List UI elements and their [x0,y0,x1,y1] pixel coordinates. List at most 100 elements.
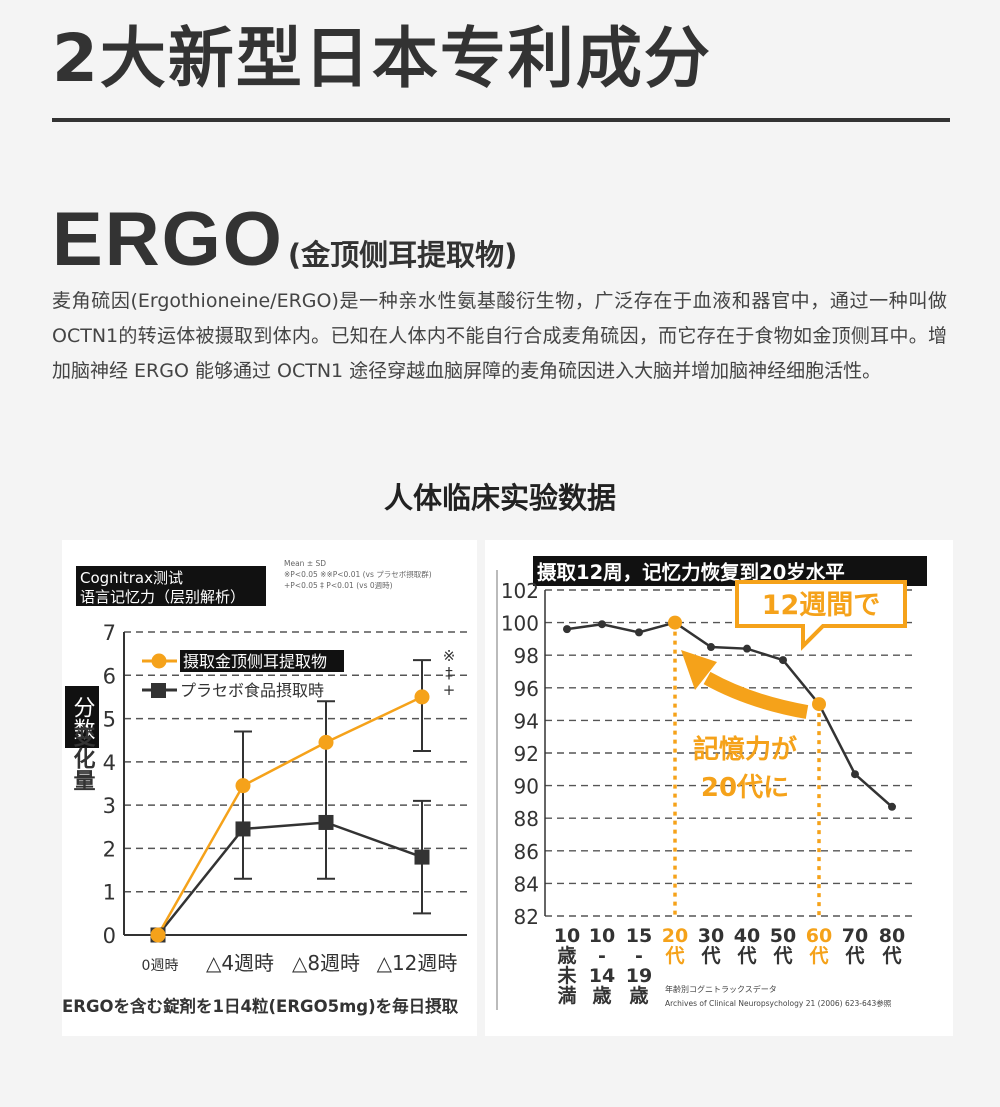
x-tick-label: 60 [806,925,832,947]
y-label-top: 分数 [70,696,96,740]
callout-text: 12週間で [762,590,881,621]
data-point-placebo [318,814,334,830]
y-tick-label: 7 [103,621,116,645]
y-tick-label: 3 [103,794,116,818]
x-tick-label: - [635,945,643,967]
stats-note-line: +P<0.05 ‡ P<0.01 (vs 0週時) [284,581,393,590]
source-line-1: 年齢別コグニトラックスデータ [665,984,777,994]
memory-change-chart: Cognitrax测试 语言记忆力（层别解析） Mean ± SD ※P<0.05 ※… [62,540,477,1036]
x-tick-label: 代 [700,945,720,967]
x-tick-label: 14 [589,965,615,987]
x-tick-label: △12週時 [377,951,458,975]
x-tick-label: 満 [557,985,576,1007]
legend-label-box [180,650,344,672]
y-tick-label: 0 [103,924,116,948]
x-tick-label: 70 [842,925,868,947]
chart-title-box [76,566,266,606]
y-tick-label: 88 [514,807,539,831]
series-line-ergo [156,695,423,936]
data-point-ergo [235,778,251,794]
x-tick-label: 15 [626,925,652,947]
curved-arrow-body [703,671,809,719]
title-divider [52,118,950,122]
callout-bubble [735,580,907,651]
data-point [635,628,643,637]
data-point [851,770,859,779]
y-tick-label: 86 [514,840,539,864]
y-tick-label: 98 [514,644,539,668]
x-tick-label: △4週時 [206,951,274,975]
age-memory-chart: 摄取12周，记忆力恢复到20岁水平 82 84 86 88 90 92 94 96 98 100 10… [485,540,953,1036]
x-tick-label: 30 [698,925,724,947]
y-tick-label: 96 [514,677,539,701]
x-tick-label: 歳 [557,945,576,967]
y-tick-label: 5 [103,708,116,732]
legend-label-placebo: プラセボ食品摂取時 [180,681,324,700]
data-point [779,656,787,665]
stats-note-line: ※P<0.05 ※※P<0.01 (vs プラセボ摂取群) [284,569,432,579]
x-tick-label: 代 [881,945,901,967]
x-tick-label: 代 [844,945,864,967]
ergo-description: 麦角硫因(Ergothioneine/ERGO)是一种亲水性氨基酸衍生物，广泛存… [52,290,947,382]
significance-mark: ‡ [445,664,453,682]
y-label-box [65,686,99,748]
series-line-placebo [157,821,423,936]
data-point-placebo [414,849,430,865]
x-tick-label: 歳 [629,985,648,1007]
page-title: 2大新型日本专利成分 [52,20,712,97]
legend-marker-placebo [151,683,166,698]
x-tick-label: 50 [770,925,796,947]
data-point-placebo [235,821,251,837]
y-tick-label: 102 [501,579,539,603]
y-tick-label: 92 [514,742,539,766]
section-title: 人体临床实验数据 [383,481,616,515]
y-tick-label: 82 [514,905,539,929]
y-tick-label: 2 [103,837,116,861]
significance-mark: + [443,681,456,699]
data-point [888,802,896,811]
x-tick-label: 代 [772,945,792,967]
x-tick-label: 0週時 [142,958,179,974]
data-point-ergo [150,927,166,943]
x-tick-label: 代 [664,945,684,967]
data-point-highlight [668,615,682,630]
data-point-ergo [414,689,430,705]
x-tick-label: 未 [556,964,576,987]
chart-footnote: ERGOを含む錠剤を1日4粒(ERGO5mg)を毎日摂取 [62,996,459,1016]
x-tick-label: 80 [879,925,905,947]
y-tick-label: 100 [501,612,539,636]
data-point [707,643,715,652]
x-tick-label: 19 [626,965,652,987]
significance-mark: ※ [443,647,456,665]
x-tick-label: 20 [662,925,688,947]
ergo-subtitle: (金顶侧耳提取物) [287,238,518,272]
x-tick-label: 10 [589,925,615,947]
y-tick-label: 84 [514,872,539,896]
x-tick-label: △8週時 [292,951,360,975]
x-tick-label: - [598,945,606,967]
chart-title-line: 语言记忆力（层别解析） [80,588,245,606]
ergo-title: ERGO [52,197,284,282]
ergo-heading: ERGO (金顶侧耳提取物) [52,196,517,283]
y-tick-label: 6 [103,664,116,688]
chart-title-line: Cognitrax测试 [80,569,183,587]
source-line-2: Archives of Clinical Neuropsychology 21 … [665,998,892,1008]
age-memory-chart-svg: 摄取12周，记忆力恢复到20岁水平 82 84 86 88 90 92 94 96 98 100 10… [496,556,927,1010]
arrow-text-2: 20代に [701,773,789,803]
data-point-highlight [812,697,826,712]
chart-title: 摄取12周，记忆力恢复到20岁水平 [537,561,845,584]
x-tick-label: 代 [808,945,828,967]
x-tick-label: 歳 [592,985,611,1007]
data-point [598,620,606,629]
x-tick-label: 40 [734,925,760,947]
arrow-text-1: 記憶力が [693,734,797,765]
y-label-bottom: 变化量 [70,724,96,791]
stats-note-line: Mean ± SD [284,559,326,568]
y-tick-label: 94 [514,709,539,733]
y-tick-label: 1 [103,881,116,905]
legend-marker-ergo [151,653,167,669]
data-point [743,644,751,653]
x-tick-label: 10 [554,925,580,947]
data-point [563,625,571,634]
